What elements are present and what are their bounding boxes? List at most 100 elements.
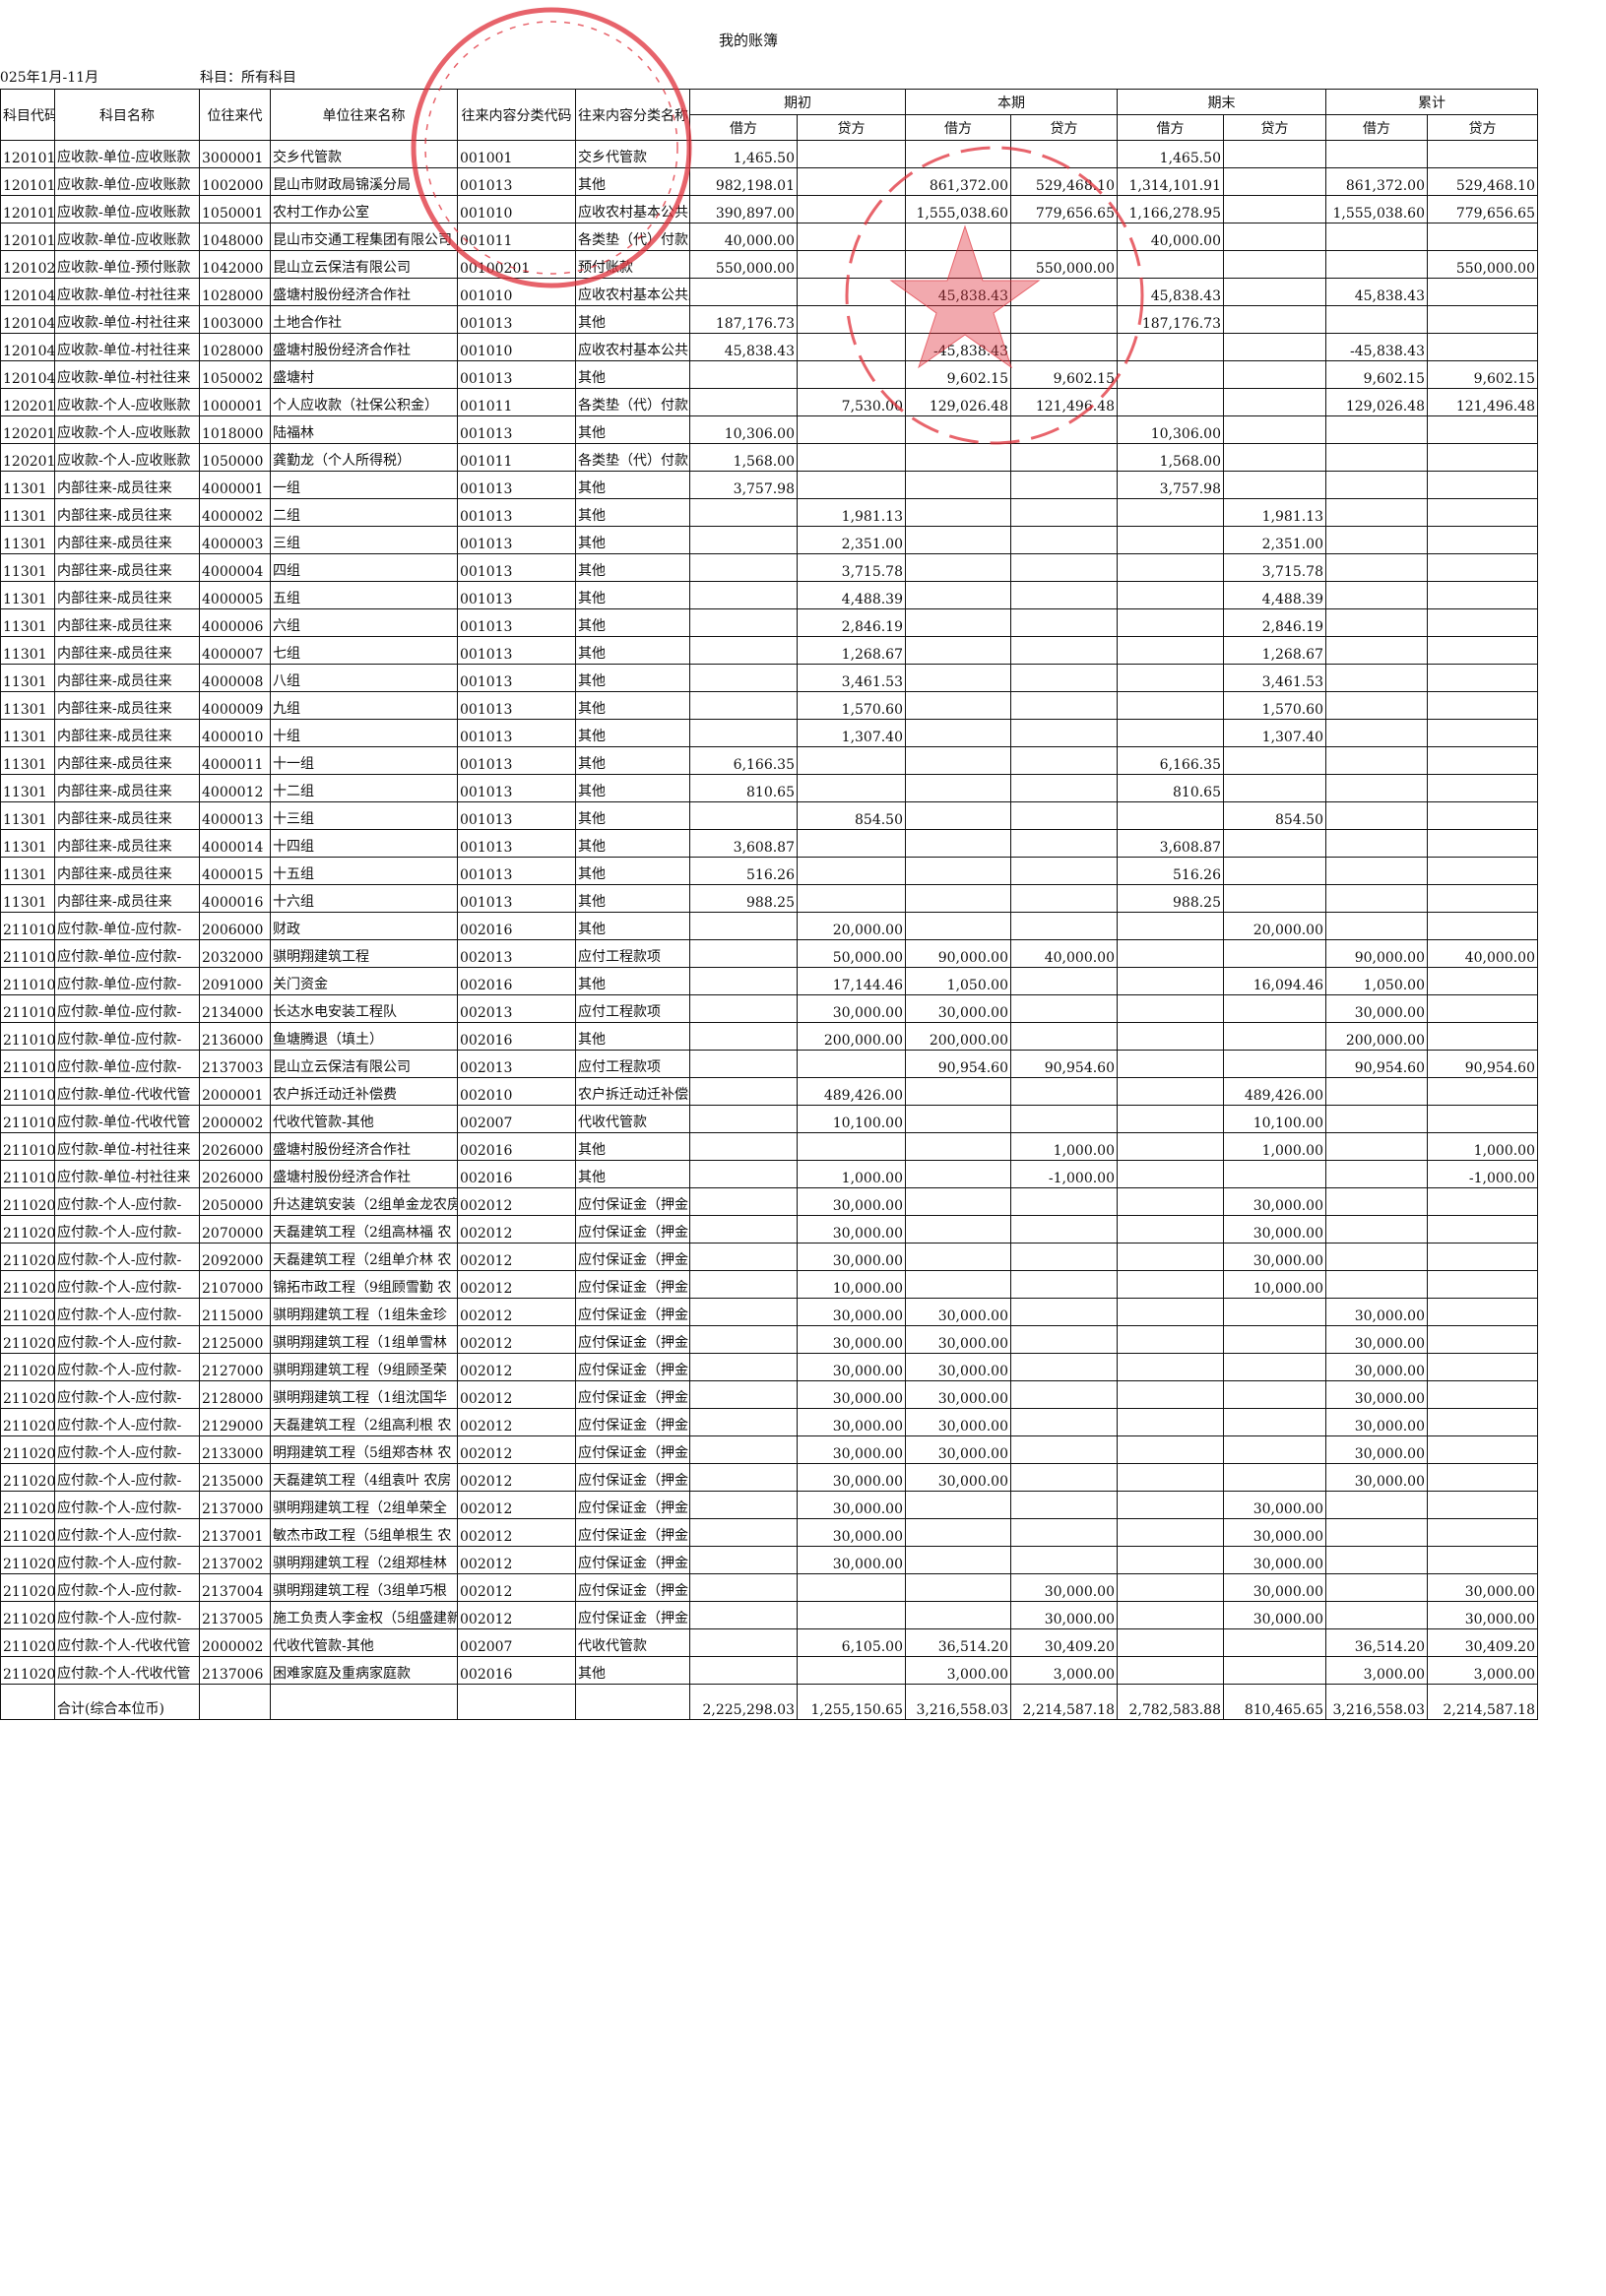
cell-account-name: 应付款-单位-应付款-: [54, 1022, 200, 1051]
cell-current-credit: [1010, 857, 1118, 885]
cell-current-credit: [1010, 884, 1118, 913]
cell-category-name: 其他: [575, 498, 690, 527]
cell-account-name: 内部往来-成员往来: [54, 746, 200, 775]
cell-unit-name: 昆山立云保洁有限公司: [270, 250, 458, 279]
cell-cumulative-credit: [1427, 1518, 1538, 1547]
cell-cumulative-credit: [1427, 884, 1538, 913]
cell-current-debit: [905, 1270, 1011, 1299]
cell-account-name: 应付款-个人-应付款-: [54, 1215, 200, 1244]
cell-unit-code: 2026000: [199, 1132, 271, 1161]
cell-unit-code: 4000011: [199, 746, 271, 775]
cell-category-name: 应付工程款项: [575, 994, 690, 1023]
cell-current-debit: [905, 1132, 1011, 1161]
cell-closing-debit: 1,568.00: [1117, 443, 1224, 472]
cell-cumulative-debit: 30,000.00: [1325, 1463, 1428, 1492]
cell-account-code: 21102019: [0, 1298, 55, 1326]
cell-closing-debit: [1117, 719, 1224, 747]
cell-unit-name: 八组: [270, 664, 458, 692]
cell-unit-code: 4000001: [199, 471, 271, 499]
cell-cumulative-credit: 779,656.65: [1427, 195, 1538, 223]
cell-category-name: 其他: [575, 801, 690, 830]
cell-category-name: 应付保证金（押金、履约金）等: [575, 1325, 690, 1354]
cell-account-code: 120201: [0, 415, 55, 444]
cell-unit-code: 1018000: [199, 415, 271, 444]
cell-unit-name: 锦拓市政工程（9组顾雪勤 农: [270, 1270, 458, 1299]
cell-closing-debit: [1117, 1132, 1224, 1161]
col-header-credit: 贷方: [1010, 114, 1118, 141]
cell-closing-credit: [1223, 1463, 1326, 1492]
cell-current-credit: [1010, 912, 1118, 940]
cell-cumulative-credit: [1427, 912, 1538, 940]
cell-empty: [199, 1684, 271, 1720]
cell-category-code: 001013: [457, 829, 576, 858]
cell-closing-credit: [1223, 415, 1326, 444]
cell-current-debit: [905, 1077, 1011, 1106]
cell-category-name: 应付保证金（押金、履约金）等: [575, 1353, 690, 1381]
cell-account-name: 应付款-单位-代收代管: [54, 1077, 200, 1106]
cell-cumulative-credit: [1427, 801, 1538, 830]
cell-closing-credit: [1223, 857, 1326, 885]
cell-current-debit: -45,838.43: [905, 333, 1011, 361]
cell-closing-debit: [1117, 967, 1224, 995]
cell-opening-credit: [797, 278, 906, 306]
cell-unit-code: 2137006: [199, 1656, 271, 1685]
cell-opening-debit: [689, 691, 798, 720]
cell-category-name: 代收代管款: [575, 1105, 690, 1133]
cell-account-name: 内部往来-成员往来: [54, 498, 200, 527]
cell-account-name: 应收款-单位-应收账款: [54, 195, 200, 223]
cell-category-code: 002013: [457, 994, 576, 1023]
cell-unit-name: 二组: [270, 498, 458, 527]
col-header-debit: 借方: [1117, 114, 1224, 141]
cell-current-debit: 9,602.15: [905, 360, 1011, 389]
cell-category-code: 002012: [457, 1463, 576, 1492]
cell-account-name: 应收款-单位-村社往来: [54, 278, 200, 306]
cell-cumulative-debit: 45,838.43: [1325, 278, 1428, 306]
cell-opening-credit: [797, 195, 906, 223]
cell-category-code: 001013: [457, 746, 576, 775]
cell-unit-code: 2000002: [199, 1105, 271, 1133]
cell-category-code: 002012: [457, 1546, 576, 1574]
cell-opening-credit: [797, 1656, 906, 1685]
cell-closing-credit: [1223, 333, 1326, 361]
cell-unit-name: 天磊建筑工程（2组高利根 农: [270, 1408, 458, 1436]
cell-category-code: 00100201: [457, 250, 576, 279]
col-header-unit-name: 单位往来名称: [270, 89, 458, 141]
cell-account-name: 应收款-单位-应收账款: [54, 223, 200, 251]
table-row: 120201 应收款-个人-应收账款 1050000 龚勤龙（个人所得税） 001011…: [0, 443, 1538, 472]
cell-account-name: 应收款-单位-应收账款: [54, 140, 200, 168]
cell-unit-code: 2134000: [199, 994, 271, 1023]
cell-cumulative-debit: [1325, 415, 1428, 444]
cell-category-code: 002012: [457, 1380, 576, 1409]
cell-current-debit: 45,838.43: [905, 278, 1011, 306]
cell-account-name: 应付款-个人-应付款-: [54, 1518, 200, 1547]
cell-current-credit: [1010, 223, 1118, 251]
cell-category-code: 002012: [457, 1270, 576, 1299]
cell-account-code: 21101010: [0, 912, 55, 940]
cell-current-credit: 9,602.15: [1010, 360, 1118, 389]
cell-opening-debit: [689, 1573, 798, 1602]
table-row: 11301 内部往来-成员往来 4000016 十六组 001013 其他 988.25 98…: [0, 884, 1538, 913]
cell-unit-name: 骐明翔建筑工程: [270, 939, 458, 968]
cell-category-name: 应付保证金（押金、履约金）等: [575, 1187, 690, 1216]
cell-closing-credit: 1,268.67: [1223, 636, 1326, 665]
cell-current-debit: [905, 1518, 1011, 1547]
cell-account-code: 11301: [0, 774, 55, 802]
cell-unit-code: 2050000: [199, 1187, 271, 1216]
cell-unit-code: 1042000: [199, 250, 271, 279]
col-header-account-code: 科目代码: [0, 89, 55, 141]
table-row: 21102019应付款-个人-应付款-2125000骐明翔建筑工程（1组单雪林0…: [0, 1325, 1538, 1354]
cell-opening-credit: 20,000.00: [797, 912, 906, 940]
cell-cumulative-credit: [1427, 333, 1538, 361]
cell-category-code: 002013: [457, 939, 576, 968]
cell-cumulative-credit: [1427, 1243, 1538, 1271]
cell-closing-credit: [1223, 250, 1326, 279]
cell-opening-credit: [797, 1132, 906, 1161]
cell-cumulative-debit: [1325, 1132, 1428, 1161]
cell-cumulative-credit: [1427, 691, 1538, 720]
cell-closing-credit: 3,461.53: [1223, 664, 1326, 692]
cell-account-name: 内部往来-成员往来: [54, 774, 200, 802]
cell-closing-credit: [1223, 140, 1326, 168]
cell-category-name: 应付保证金（押金、履约金）等: [575, 1435, 690, 1464]
